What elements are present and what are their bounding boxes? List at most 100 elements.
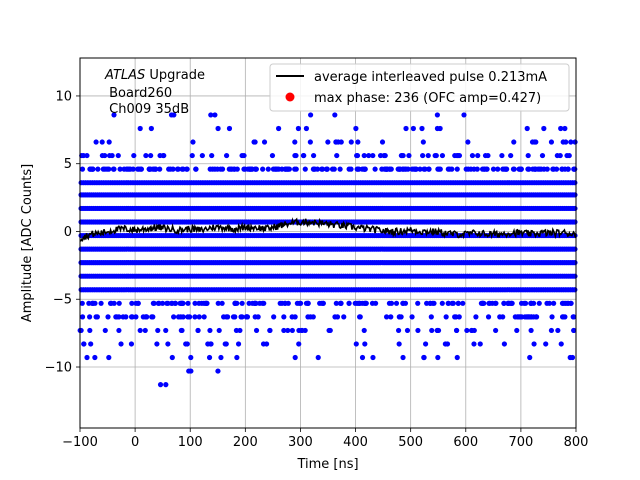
scatter-point [121,166,127,172]
scatter-point [372,166,378,172]
scatter-point [259,300,266,306]
annotation-upgrade: Upgrade [145,68,205,83]
scatter-point [195,327,201,334]
scatter-point [493,300,499,306]
scatter-point [184,341,190,347]
scatter-point [86,300,92,306]
scatter-point [267,327,273,334]
scatter-point [222,341,228,347]
scatter-point [203,300,209,306]
scatter-point [469,152,476,159]
scatter-point [296,327,302,334]
scatter-point [314,166,321,172]
scatter-point [206,354,213,361]
scatter-point [179,327,185,334]
scatter-point [253,300,259,306]
scatter-point [543,341,549,347]
scatter-point [193,166,199,172]
scatter-point [175,166,181,172]
scatter-point [333,300,339,306]
scatter-point [527,354,533,361]
plot-frame [79,57,577,429]
scatter-point [400,166,406,172]
scatter-point [168,300,175,306]
scatter-point [271,314,277,320]
scatter-point [511,139,517,145]
scatter-point [428,314,434,320]
scatter-point [426,166,432,172]
scatter-point [199,300,205,306]
scatter-point [249,166,255,172]
scatter-point [370,354,376,361]
scatter-point [361,327,367,334]
scatter-point [196,314,202,320]
scatter-point [536,300,542,306]
scatter-point [528,327,534,334]
legend: average interleaved pulse 0.213mA max ph… [269,63,570,112]
scatter-point [572,219,578,225]
x-tick-label: 700 [508,435,533,450]
scatter-point [163,327,169,334]
scatter-point [252,314,258,320]
scatter-point [159,300,166,306]
scatter-point [427,300,433,306]
scatter-point [130,166,136,172]
legend-marker-max-phase [285,92,295,102]
scatter-point [129,314,135,320]
scatter-point [164,300,170,306]
scatter-point [102,327,108,334]
x-axis-label: Time [ns] [296,457,358,472]
scatter-point [285,327,291,334]
y-tick-label: −10 [45,361,72,376]
scatter-point [400,354,406,361]
scatter-point [538,166,544,172]
scatter-point [95,166,101,172]
scatter-point [383,314,390,320]
scatter-point [232,300,238,306]
scatter-point [137,327,143,334]
legend-label-average-pulse: average interleaved pulse 0.213mA [314,70,547,85]
scatter-point [531,300,537,306]
scatter-point [568,139,574,145]
scatter-point [302,166,308,172]
scatter-point [410,125,416,132]
scatter-point [381,152,387,159]
scatter-point [499,152,505,159]
scatter-point [157,166,163,172]
scatter-point [146,166,153,172]
scatter-point [157,382,164,388]
scatter-point [383,166,389,172]
scatter-point [277,300,283,306]
scatter-point [292,354,298,361]
scatter-point [289,327,295,334]
scatter-point [78,327,84,334]
x-tick-label: 200 [233,435,258,450]
scatter-point [361,166,367,172]
scatter-point [415,327,421,334]
scatter-point [505,300,511,306]
scatter-point [325,139,331,145]
scatter-point [260,341,267,347]
scatter-point [301,152,307,159]
scatter-point [419,125,425,132]
scatter-point [525,152,531,159]
scatter-point [524,125,530,132]
scatter-point [571,327,577,334]
scatter-point [353,341,359,347]
scatter-point [125,166,131,172]
scatter-point [117,166,123,172]
scatter-point [172,300,178,306]
scatter-point [566,152,572,159]
scatter-point [81,341,87,347]
scatter-point [510,166,517,172]
scatter-point [493,327,499,334]
scatter-point [87,327,93,334]
scatter-point [560,139,566,145]
scatter-point [572,205,578,212]
scatter-point [128,341,135,347]
scatter-point [379,139,386,145]
scatter-point [449,300,455,306]
scatter-point [100,166,106,172]
scatter-point [215,125,221,132]
scatter-point [107,300,114,306]
